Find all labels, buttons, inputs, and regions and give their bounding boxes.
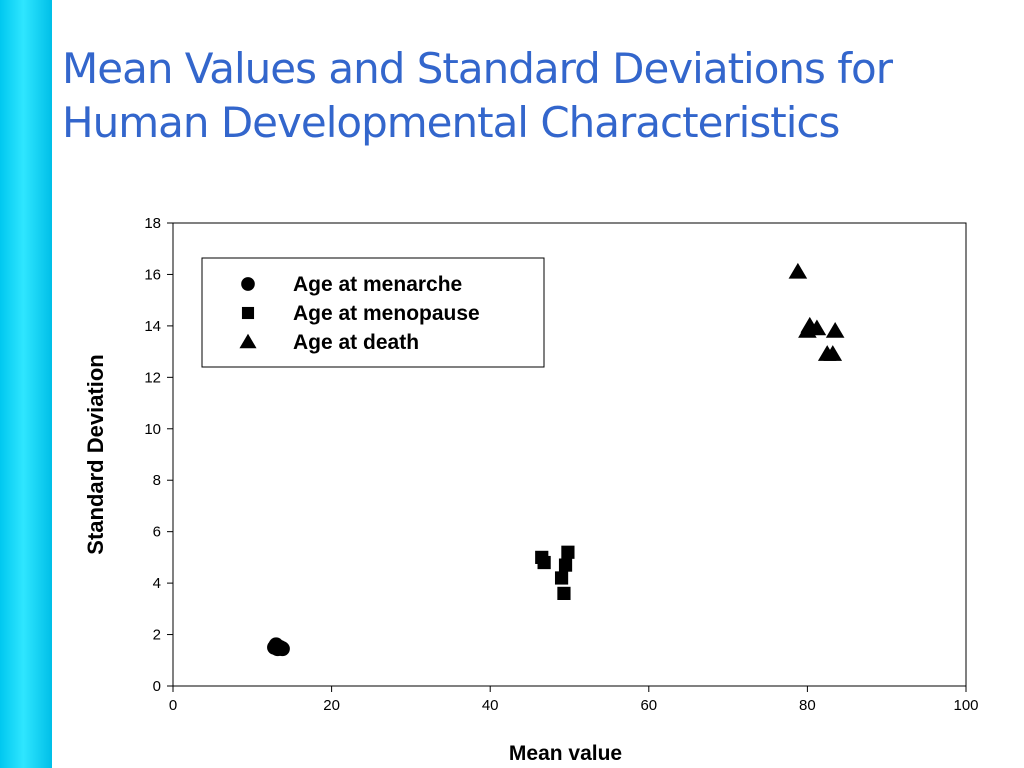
x-tick-label: 80 (799, 697, 816, 714)
x-tick-label: 60 (640, 697, 657, 714)
y-tick-label: 2 (153, 627, 161, 644)
x-tick-label: 20 (323, 697, 340, 714)
data-point-triangle (825, 322, 845, 338)
y-tick-label: 14 (144, 318, 161, 335)
y-axis-title: Standard Deviation (83, 354, 108, 554)
data-point-square (537, 555, 551, 570)
legend-box (201, 257, 545, 368)
data-point-square (554, 571, 569, 585)
data-point-triangle (788, 262, 808, 279)
data-point-circle (274, 641, 290, 657)
slide-title: Mean Values and Standard Deviations for … (62, 42, 1002, 150)
legend-entry-label: Age at menopause (293, 302, 480, 325)
plot-area-frame (172, 222, 967, 687)
x-tick-label: 0 (169, 697, 177, 714)
y-tick-label: 16 (144, 266, 161, 283)
y-tick-label: 0 (153, 678, 161, 695)
sidebar-accent-bar (0, 0, 52, 768)
x-axis-title: Mean value (509, 742, 622, 765)
legend-entry-label: Age at death (293, 331, 419, 354)
y-tick-label: 10 (144, 421, 161, 438)
y-tick-label: 18 (144, 215, 161, 232)
y-tick-label: 8 (153, 472, 161, 489)
slide-title-line-1: Mean Values and Standard Deviations for (62, 44, 893, 93)
y-tick-label: 12 (144, 369, 161, 386)
legend-entry-label: Age at menarche (293, 273, 462, 296)
data-point-triangle (823, 345, 843, 361)
data-point-triangle (807, 319, 827, 336)
legend-marker-circle (241, 277, 255, 291)
data-point-square (557, 586, 571, 600)
y-tick-label: 4 (153, 575, 161, 592)
legend-marker-square (241, 306, 255, 320)
slide-title-line-2: Human Developmental Characteristics (62, 98, 840, 147)
data-point-square (561, 545, 575, 559)
x-tick-label: 40 (482, 697, 499, 714)
y-tick-label: 6 (153, 524, 161, 541)
legend-marker-triangle (239, 333, 257, 349)
data-point-square (558, 558, 573, 572)
x-tick-label: 100 (953, 697, 978, 714)
